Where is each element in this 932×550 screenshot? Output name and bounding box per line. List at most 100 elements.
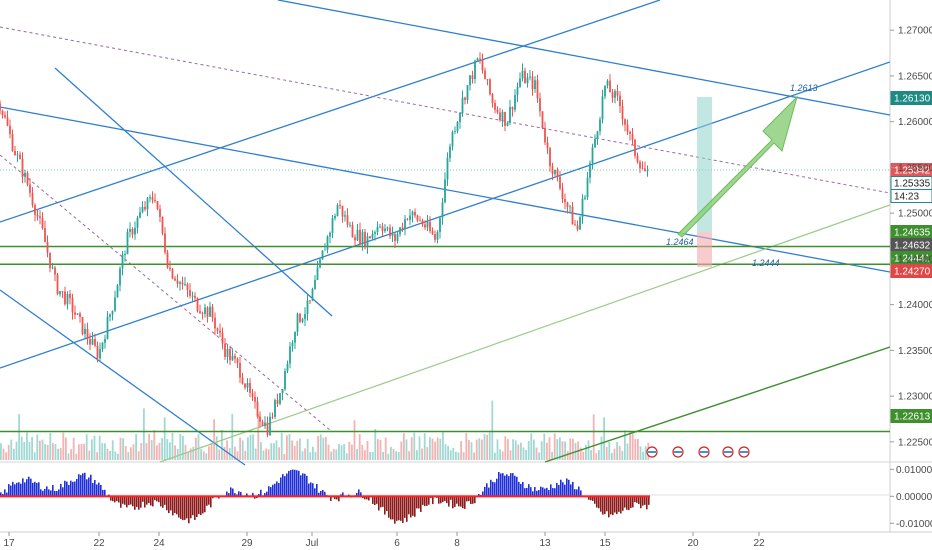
price-candle-body	[319, 259, 321, 268]
indicator-bar	[62, 487, 64, 497]
price-candle-body	[126, 231, 129, 255]
volume-bar	[392, 449, 395, 460]
volume-bar	[304, 448, 306, 460]
price-candle-body	[136, 217, 139, 228]
price-candle-body	[454, 131, 456, 132]
volume-bar	[371, 452, 374, 460]
volume-bar	[182, 435, 184, 460]
indicator-bar	[608, 496, 610, 518]
blue-trendline	[0, 289, 246, 466]
price-candle-body	[456, 121, 459, 132]
indicator-bar	[230, 487, 232, 497]
indicator-bar	[528, 484, 530, 497]
price-candle-body	[234, 355, 236, 359]
price-level-badge-label: 1.24632	[894, 241, 931, 252]
indicator-bar	[188, 496, 190, 524]
indicator-bar	[426, 496, 428, 506]
price-candle-body	[11, 133, 14, 151]
volume-bar	[603, 417, 605, 460]
volume-bar	[65, 437, 67, 460]
price-candle-body	[51, 267, 54, 269]
price-candle-body	[411, 211, 414, 216]
volume-bar	[26, 432, 28, 460]
volume-bar	[543, 433, 546, 460]
indicator-bar	[336, 496, 338, 500]
indicator-bar	[194, 496, 196, 520]
price-candle-body	[34, 205, 36, 216]
indicator-bar	[424, 496, 426, 507]
volume-bar	[400, 441, 403, 460]
price-level-badge-label: 1.25335	[894, 179, 931, 190]
price-candle-body	[381, 226, 384, 232]
blue-trendline	[277, 0, 891, 116]
price-candle-body	[534, 80, 536, 90]
price-candle-body	[584, 197, 586, 199]
indicator-axis-tick-label: 0.00000	[896, 492, 932, 503]
price-candle-body	[31, 192, 34, 206]
price-candle-body	[469, 75, 471, 86]
indicator-bar	[500, 473, 502, 497]
price-candle-body	[9, 125, 11, 134]
indicator-bar	[574, 489, 576, 497]
volume-bar	[44, 444, 46, 460]
indicator-bar	[386, 496, 388, 511]
price-candle-body	[436, 232, 439, 240]
price-candle-body	[334, 216, 336, 219]
indicator-bar	[450, 496, 452, 500]
indicator-bar	[422, 496, 424, 505]
price-candle-body	[241, 377, 244, 384]
indicator-bar	[42, 490, 44, 497]
indicator-bar	[148, 496, 150, 504]
indicator-bar	[232, 488, 234, 497]
indicator-bar	[312, 483, 314, 497]
indicator-bar	[192, 496, 194, 516]
indicator-bar	[80, 475, 82, 497]
price-candle-body	[536, 80, 539, 99]
price-candle-body	[174, 278, 176, 281]
indicator-bar	[280, 477, 282, 497]
indicator-bar	[70, 480, 72, 497]
volume-bar	[416, 450, 418, 460]
indicator-bar	[538, 490, 540, 497]
price-candle-body	[596, 131, 599, 139]
indicator-bar	[166, 496, 168, 511]
price-candle-body	[184, 284, 186, 285]
indicator-bar	[520, 483, 522, 497]
volume-bar	[345, 453, 348, 460]
volume-bar	[124, 446, 127, 460]
price-candle-body	[21, 158, 24, 177]
price-candle-body	[379, 226, 381, 228]
indicator-bar	[310, 482, 312, 497]
indicator-bar	[440, 496, 442, 504]
volume-bar	[579, 447, 582, 460]
price-candle-body	[66, 293, 69, 305]
indicator-bar	[300, 475, 302, 497]
indicator-bar	[410, 496, 412, 518]
volume-bar	[460, 441, 462, 460]
indicator-bar	[380, 496, 382, 508]
price-candle-body	[361, 232, 364, 244]
time-axis-tick-label: 22	[753, 538, 765, 549]
price-candle-body	[484, 70, 486, 80]
indicator-bar	[204, 496, 206, 513]
volume-bar	[387, 453, 390, 460]
indicator-bar	[572, 481, 574, 497]
volume-bar	[197, 434, 200, 460]
price-candle-body	[279, 393, 281, 404]
volume-bar	[361, 444, 364, 460]
indicator-bar	[616, 496, 618, 515]
volume-bar	[33, 452, 36, 460]
price-candle-body	[189, 290, 191, 296]
price-candle-body	[374, 232, 376, 234]
indicator-bar	[364, 496, 366, 500]
price-candle-body	[501, 111, 504, 121]
volume-bar	[418, 436, 421, 460]
price-candle-body	[266, 422, 269, 435]
indicator-bar	[314, 488, 316, 497]
indicator-bar	[566, 478, 568, 497]
price-candle-body	[4, 115, 6, 118]
volume-bar	[46, 444, 49, 460]
volume-bar	[572, 438, 574, 460]
indicator-bar	[512, 473, 514, 497]
